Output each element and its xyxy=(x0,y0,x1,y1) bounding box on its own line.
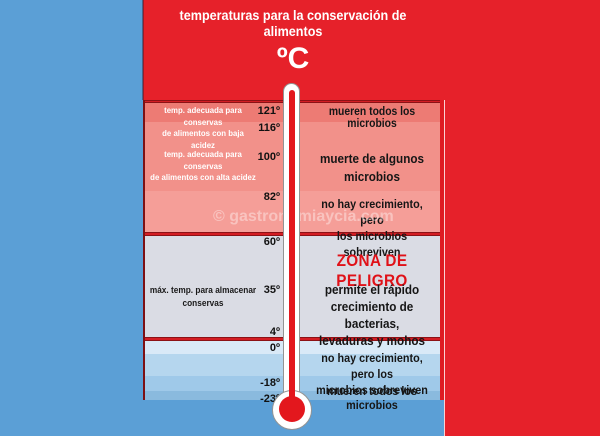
temp-tick-121: 121º xyxy=(257,105,280,117)
watermark: © gastronomiaycia.com xyxy=(213,208,394,225)
thermometer-bulb-icon xyxy=(279,396,305,422)
zone-text-cold-no-growth: no hay crecimiento, pero los microbios s… xyxy=(316,351,428,397)
table-right-border xyxy=(440,100,444,400)
temp-tick-minus23: -23º xyxy=(260,393,280,405)
temp-tick-82: 82º xyxy=(263,191,280,203)
panel-divider-line xyxy=(142,0,144,100)
zone-text-danger-zone: ZONA DE PELIGRO xyxy=(336,251,408,290)
temp-tick-minus18: -18º xyxy=(260,377,280,389)
table-left-border xyxy=(143,100,145,400)
thermometer-liquid-icon xyxy=(289,90,295,402)
celsius-unit-label: ºC xyxy=(276,42,310,75)
zone-text-all-microbes-die: mueren todos los microbios xyxy=(328,106,416,130)
temp-tick-4: 4º xyxy=(269,326,280,338)
temp-tick-60: 60º xyxy=(263,236,280,248)
zone-text-some-microbes-die: muerte de algunos microbios xyxy=(319,151,425,184)
zone-text-frozen-microbes-die: mueren todos los microbios xyxy=(326,384,417,412)
temp-tick-116: 116º xyxy=(258,122,280,134)
temp-tick-0: 0º xyxy=(269,342,280,354)
left-blue-panel xyxy=(0,0,143,436)
note-low-acid-canning: temp. adecuada para conservas de aliment… xyxy=(162,105,244,150)
note-high-acid-canning: temp. adecuada para conservas de aliment… xyxy=(150,149,256,182)
zone-text-no-growth-survive: no hay crecimiento, pero los microbios s… xyxy=(321,197,423,259)
temp-tick-35: 35º xyxy=(263,284,280,296)
table-right-white-edge xyxy=(444,100,445,436)
zone-text-rapid-growth: permite el rápido crecimiento de bacteri… xyxy=(318,282,426,348)
note-max-storage-temp: máx. temp. para almacenar conservas xyxy=(149,285,257,308)
infographic-title: temperaturas para la conservación de ali… xyxy=(179,7,407,39)
temp-tick-100: 100º xyxy=(257,151,280,163)
